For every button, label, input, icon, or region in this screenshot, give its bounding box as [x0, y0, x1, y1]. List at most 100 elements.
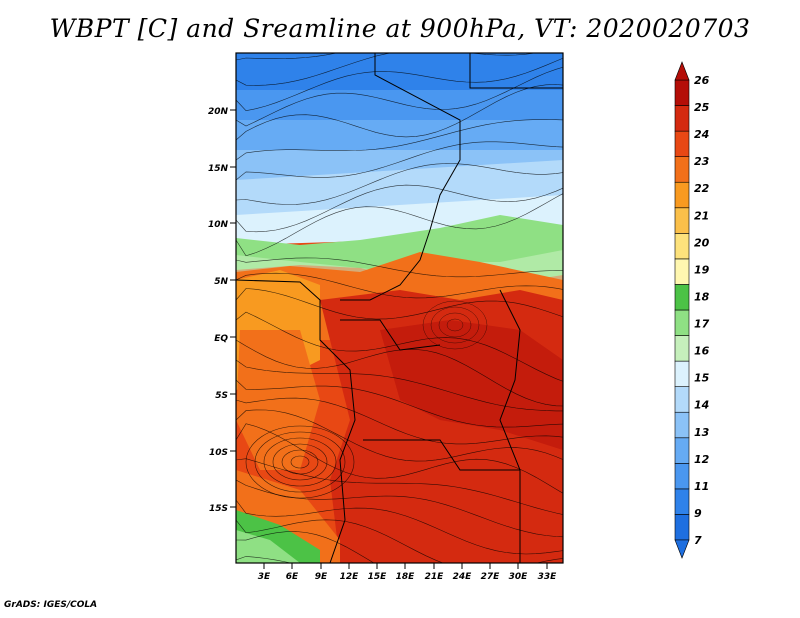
colorbar-swatch [674, 386, 690, 413]
colorbar-swatch [674, 207, 690, 234]
streamline-vortex [263, 437, 337, 487]
streamline [236, 53, 338, 61]
streamline [236, 257, 563, 278]
streamline [236, 519, 563, 563]
colorbar-label: 14 [694, 399, 709, 412]
lon-label: 15E [368, 572, 388, 582]
colorbar-swatch [674, 360, 690, 387]
lon-label: 33E [538, 572, 558, 582]
colorbar: 7 9 11 12 13 14 15 16 17 18 19 20 21 22 23 24 25 26 [674, 61, 710, 559]
streamline [236, 423, 563, 494]
lat-label: 5N [214, 277, 228, 287]
colorbar-swatch [674, 284, 690, 311]
streamline-vortex [281, 449, 319, 475]
colorbar-label: 25 [694, 101, 710, 114]
streamline [236, 53, 537, 86]
colorbar-swatch [674, 79, 690, 106]
page-title: WBPT [C] and Sreamline at 900hPa, VT: 20… [49, 14, 751, 43]
streamline [236, 311, 563, 382]
colorbar-label: 24 [694, 128, 709, 141]
lon-label: 24E [453, 572, 473, 582]
streamline-vortex [245, 425, 355, 499]
streamlines [236, 53, 563, 563]
streamline-vortex [254, 431, 346, 493]
colorbar-swatch [674, 463, 690, 490]
colorbar-swatch [674, 335, 690, 362]
colorbar-swatch [674, 488, 690, 515]
colorbar-label: 17 [694, 318, 710, 331]
streamline [236, 531, 375, 563]
longitude-axis: 3E 6E 9E 12E 15E 18E 21E 24E 27E 30E 33E [258, 563, 557, 582]
streamline [236, 184, 563, 233]
streamline [236, 66, 563, 127]
streamline [236, 57, 563, 112]
colorbar-label: 16 [694, 345, 710, 358]
country-borders [236, 53, 563, 563]
lat-label: 20N [208, 107, 229, 117]
colorbar-label: 15 [694, 372, 710, 385]
streamline [236, 163, 563, 205]
streamline [236, 499, 563, 555]
lat-label: EQ [214, 334, 228, 344]
lon-label: 9E [315, 572, 328, 582]
streamline [236, 479, 563, 538]
colorbar-top-arrow [674, 61, 690, 81]
colorbar-label: 9 [694, 507, 702, 520]
streamline [236, 193, 563, 257]
colorbar-label: 20 [694, 236, 710, 249]
colorbar-swatch [674, 233, 690, 260]
colorbar-swatch [674, 309, 690, 336]
lat-label: 15N [208, 164, 229, 174]
lon-label: 6E [286, 572, 299, 582]
temperature-field [236, 53, 563, 563]
colorbar-swatch [674, 437, 690, 464]
streamline-vortex [290, 455, 310, 469]
lat-label: 10S [209, 448, 228, 458]
streamline [236, 397, 563, 445]
colorbar-swatch [674, 181, 690, 209]
colorbar-label: 11 [694, 480, 709, 493]
colorbar-bottom-arrow [674, 539, 690, 559]
lon-label: 18E [396, 572, 416, 582]
latitude-axis: 20N 15N 10N 5N EQ 5S 10S 15S [208, 107, 236, 514]
colorbar-label: 18 [694, 290, 710, 303]
colorbar-label: 23 [694, 155, 710, 168]
streamline [236, 458, 563, 515]
lat-label: 5S [215, 391, 228, 401]
streamline [236, 84, 563, 141]
streamline [236, 119, 563, 161]
colorbar-swatch [674, 105, 690, 132]
colorbar-swatch [674, 130, 690, 157]
streamline-vortex [422, 300, 488, 350]
colorbar-swatch [674, 156, 690, 183]
streamline-vortex [430, 306, 480, 344]
streamline [236, 141, 563, 181]
colorbar-label: 12 [694, 453, 710, 466]
streamline-vortex [438, 312, 472, 338]
colorbar-label: 19 [694, 263, 710, 276]
lon-label: 12E [340, 572, 360, 582]
colorbar-swatch [674, 258, 690, 285]
colorbar-label: 13 [694, 426, 710, 439]
streamline [236, 272, 563, 299]
colorbar-swatch [674, 411, 690, 439]
colorbar-label: 21 [694, 209, 709, 222]
streamline-vortex [272, 443, 328, 481]
streamline-vortex [446, 318, 464, 332]
map-frame [235, 52, 564, 564]
streamline [236, 379, 563, 428]
lon-label: 30E [509, 572, 529, 582]
colorbar-label: 7 [694, 534, 702, 547]
streamline [236, 359, 563, 412]
lat-label: 10N [208, 220, 229, 230]
lon-label: 21E [425, 572, 445, 582]
lon-label: 3E [258, 572, 271, 582]
lat-label: 15S [209, 504, 228, 514]
grads-credit: GrADS: IGES/COLA [4, 600, 98, 610]
lon-label: 27E [481, 572, 501, 582]
colorbar-label: 22 [694, 182, 710, 195]
colorbar-swatch [674, 514, 690, 541]
colorbar-label: 26 [694, 74, 710, 87]
